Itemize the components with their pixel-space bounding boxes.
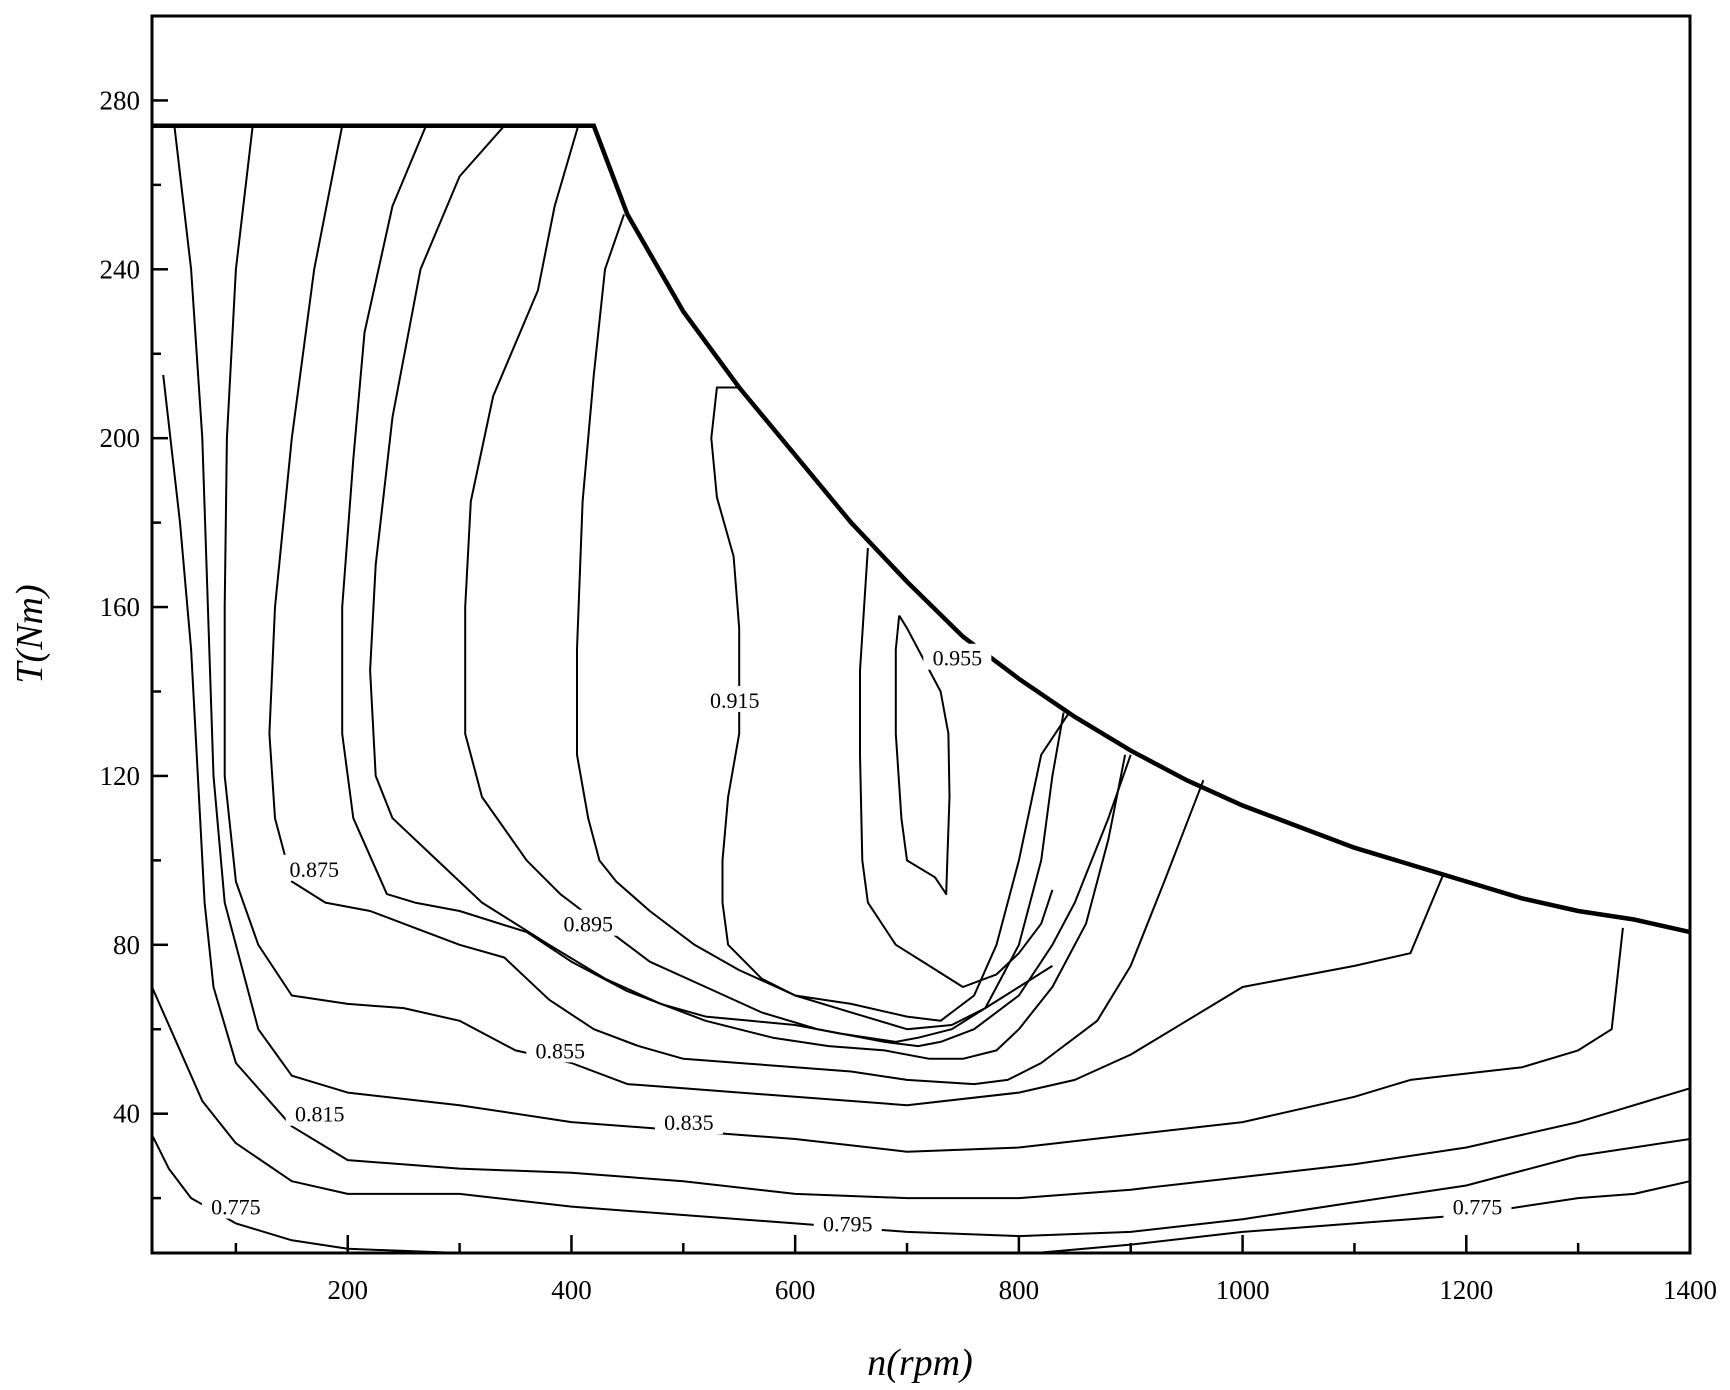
y-axis-title: T(Nm)	[9, 584, 51, 683]
contour-label: 0.775	[1453, 1195, 1503, 1220]
x-tick-label: 600	[775, 1275, 816, 1305]
contour-label: 0.955	[933, 646, 983, 671]
contour-label-bg	[1443, 1192, 1512, 1219]
max-torque-boundary	[152, 123, 1691, 935]
contour-0.865	[268, 125, 1205, 1086]
x-tick-label: 800	[999, 1275, 1040, 1305]
contour-label: 0.815	[295, 1102, 345, 1127]
contour-0.795	[151, 986, 1691, 1238]
contour-labels: 0.955 0.915 0.875 0.895 0.855 0.815 0.835 0.775…	[201, 643, 1512, 1236]
contour-label: 0.855	[536, 1038, 586, 1063]
contour-0.935	[859, 547, 1054, 988]
plot-frame	[150, 14, 1692, 1255]
contour-label: 0.775	[211, 1195, 261, 1220]
x-tick-label: 1400	[1663, 1275, 1717, 1305]
y-tick-label: 120	[100, 761, 141, 791]
plot-area: 0.955 0.915 0.875 0.895 0.855 0.815 0.835 0.775…	[150, 14, 1692, 1255]
contour-0.815	[162, 374, 1691, 1200]
contour-0.775	[1035, 1180, 1691, 1254]
contour-label-bg	[554, 909, 623, 936]
contour-label: 0.875	[289, 857, 339, 882]
y-tick-label: 80	[113, 930, 140, 960]
contour-label: 0.915	[710, 688, 760, 713]
x-axis: 200 400 600 800 1000 1200 1400	[234, 1235, 1717, 1305]
contour-label-bg	[526, 1036, 595, 1063]
y-tick-label: 240	[100, 254, 141, 284]
x-axis-title: n(rpm)	[867, 1342, 973, 1384]
contour-0.835	[173, 125, 1624, 1153]
y-tick-label: 200	[100, 423, 141, 453]
y-tick-label: 40	[113, 1099, 140, 1129]
contour-label-bg	[923, 643, 992, 670]
contour-0.885	[369, 125, 1065, 1043]
contour-lines	[151, 125, 1691, 1254]
contour-label-bg	[700, 685, 769, 712]
contour-0.875	[341, 125, 1127, 1060]
contour-label-bg	[201, 1192, 270, 1219]
contour-label-bg	[654, 1108, 723, 1135]
contour-0.775	[151, 1134, 717, 1254]
contour-0.855	[223, 125, 1445, 1107]
contour-label-bg	[285, 1099, 354, 1126]
contour-0.915	[710, 386, 1071, 1022]
y-tick-label: 280	[100, 85, 141, 115]
contour-0.955	[894, 614, 951, 896]
contour-label: 0.835	[664, 1110, 714, 1135]
contour-label: 0.795	[823, 1211, 873, 1236]
x-tick-label: 200	[327, 1275, 368, 1305]
x-tick-label: 400	[551, 1275, 592, 1305]
contour-label-bg	[813, 1209, 882, 1236]
contour-label: 0.895	[563, 912, 613, 937]
x-tick-label: 1000	[1216, 1275, 1270, 1305]
contour-label-bg	[280, 854, 349, 881]
y-axis: 40 80 120 160 200 240 280	[100, 85, 168, 1200]
x-tick-label: 1200	[1439, 1275, 1493, 1305]
contour-0.895	[464, 125, 1132, 1048]
y-tick-label: 160	[100, 592, 141, 622]
contour-0.905	[576, 214, 1053, 1031]
